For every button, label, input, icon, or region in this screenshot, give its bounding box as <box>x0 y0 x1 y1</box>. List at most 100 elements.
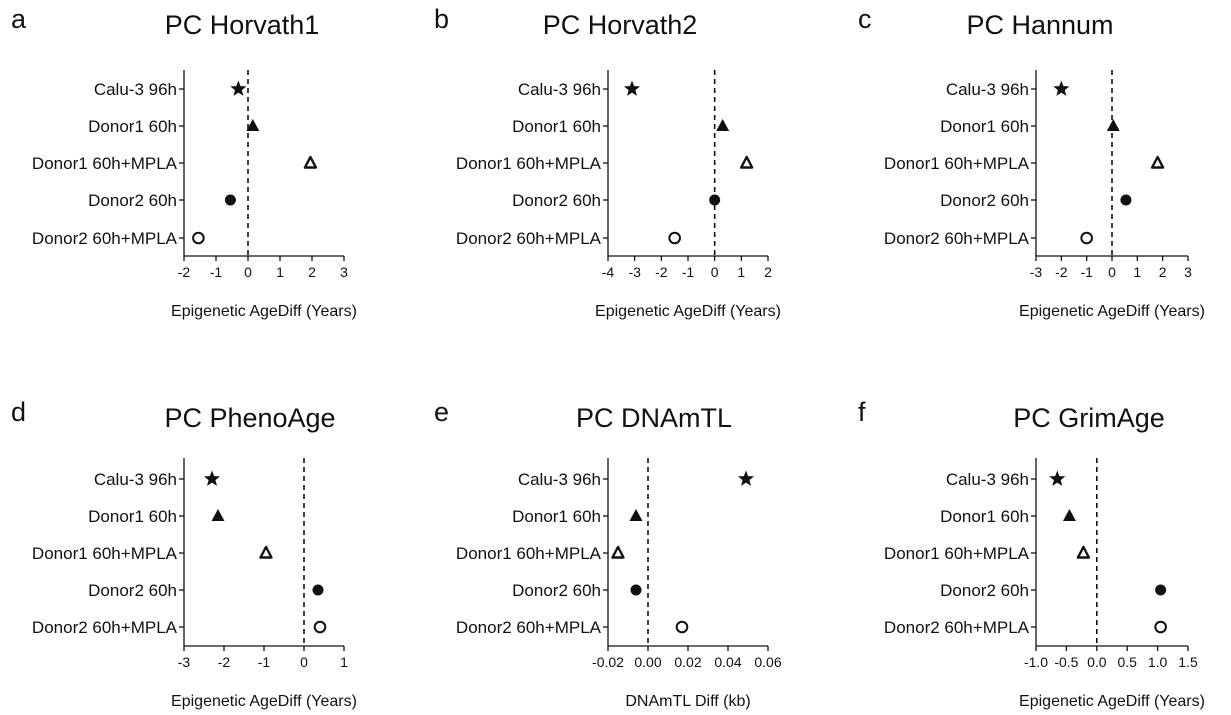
panel-d: d PC PhenoAge Calu-3 96h Donor1 60h Donor1 6… <box>11 397 357 710</box>
category-label: Donor2 60h+MPLA <box>32 229 178 248</box>
category-label: Donor2 60h <box>940 191 1029 210</box>
category-label: Donor1 60h <box>512 117 601 136</box>
panel-title: PC DNAmTL <box>576 403 732 433</box>
open-triangle-marker <box>611 545 625 559</box>
filled-triangle-marker <box>1062 509 1076 521</box>
x-tick-label: 1.5 <box>1178 654 1198 670</box>
category-label: Donor1 60h+MPLA <box>456 544 602 563</box>
x-axis-label: Epigenetic AgeDiff (Years) <box>1019 693 1205 710</box>
category-label: Donor2 60h <box>88 191 177 210</box>
panel-letter: c <box>858 4 872 34</box>
category-label: Donor1 60h <box>940 507 1029 526</box>
category-label: Calu-3 96h <box>94 470 177 489</box>
category-label: Calu-3 96h <box>518 80 601 99</box>
open-triangle-marker <box>1150 155 1165 169</box>
category-label: Donor2 60h+MPLA <box>884 618 1030 637</box>
category-label: Donor2 60h+MPLA <box>32 618 178 637</box>
category-label: Donor1 60h+MPLA <box>32 544 178 563</box>
panel-title: PC Horvath1 <box>165 10 320 40</box>
x-tick-label: -3 <box>1030 264 1043 280</box>
panel-letter: f <box>858 397 866 427</box>
category-label: Calu-3 96h <box>518 470 601 489</box>
x-tick-label: 2 <box>1159 264 1167 280</box>
x-tick-label: 0.5 <box>1117 654 1137 670</box>
panel-title: PC PhenoAge <box>164 403 335 433</box>
x-axis-label: DNAmTL Diff (kb) <box>625 693 750 710</box>
filled-triangle-marker <box>211 509 225 521</box>
filled-triangle-marker <box>716 119 730 131</box>
panel-title: PC Horvath2 <box>543 10 698 40</box>
filled-circle-marker <box>1120 194 1132 206</box>
x-tick-label: -0.5 <box>1054 654 1078 670</box>
open-triangle-marker <box>303 155 318 169</box>
panel-a: a PC Horvath1 Calu-3 96h Donor1 60h Donor1 6… <box>11 4 357 320</box>
star-marker <box>623 80 641 96</box>
open-triangle-marker <box>259 545 273 559</box>
x-axis-label: Epigenetic AgeDiff (Years) <box>1019 303 1205 320</box>
open-circle-marker <box>668 231 681 245</box>
x-axis-label: Epigenetic AgeDiff (Years) <box>595 303 781 320</box>
x-tick-label: 1 <box>340 654 348 670</box>
x-tick-label: -1.0 <box>1024 654 1048 670</box>
x-tick-label: 3 <box>340 264 348 280</box>
x-tick-label: 1.0 <box>1148 654 1168 670</box>
category-label: Donor1 60h+MPLA <box>456 154 602 173</box>
panel-f: f PC GrimAge Calu-3 96h Donor1 60h Donor1 60… <box>858 397 1205 710</box>
filled-circle-marker <box>1155 584 1167 596</box>
filled-triangle-marker <box>1106 119 1120 131</box>
open-triangle-marker <box>1076 545 1091 559</box>
panel-c: c PC Hannum Calu-3 96h Donor1 60h Donor1 60h… <box>858 4 1205 320</box>
star-marker <box>230 80 247 96</box>
star-marker <box>1053 80 1070 96</box>
category-label: Donor1 60h <box>88 117 177 136</box>
category-label: Donor2 60h <box>940 581 1029 600</box>
x-tick-label: -2 <box>218 654 231 670</box>
x-tick-label: 0.06 <box>754 654 781 670</box>
category-label: Calu-3 96h <box>94 80 177 99</box>
panel-e: e PC DNAmTL Calu-3 96h Donor1 60h Donor1 60h… <box>434 397 782 710</box>
filled-circle-marker <box>312 584 324 596</box>
category-label: Donor2 60h <box>512 581 601 600</box>
open-circle-marker <box>1154 620 1167 634</box>
category-label: Donor1 60h <box>512 507 601 526</box>
x-tick-label: -1 <box>682 264 695 280</box>
open-circle-marker <box>313 620 327 634</box>
category-label: Calu-3 96h <box>946 470 1029 489</box>
category-label: Donor1 60h <box>940 117 1029 136</box>
panel-b: b PC Horvath2 Calu-3 96h Donor1 60h Donor1 6… <box>434 4 781 320</box>
category-label: Donor2 60h <box>512 191 601 210</box>
category-label: Donor1 60h+MPLA <box>884 154 1030 173</box>
x-tick-label: 1 <box>1133 264 1141 280</box>
panel-title: PC Hannum <box>966 10 1113 40</box>
filled-circle-marker <box>630 584 642 596</box>
category-label: Donor1 60h <box>88 507 177 526</box>
x-tick-label: -1 <box>1080 264 1093 280</box>
panel-letter: b <box>434 4 449 34</box>
star-marker <box>1049 470 1066 486</box>
panel-letter: a <box>11 4 27 34</box>
x-tick-label: -3 <box>178 654 191 670</box>
filled-triangle-marker <box>629 509 643 521</box>
x-tick-label: -1 <box>258 654 271 670</box>
x-tick-label: -1 <box>210 264 223 280</box>
category-label: Calu-3 96h <box>946 80 1029 99</box>
open-circle-marker <box>192 231 205 245</box>
x-axis-label: Epigenetic AgeDiff (Years) <box>171 693 357 710</box>
x-tick-label: 2 <box>764 264 772 280</box>
panel-letter: e <box>434 397 449 427</box>
x-axis-label: Epigenetic AgeDiff (Years) <box>171 303 357 320</box>
x-tick-label: -2 <box>178 264 191 280</box>
x-tick-label: 0.04 <box>714 654 741 670</box>
panel-title: PC GrimAge <box>1013 403 1165 433</box>
category-label: Donor1 60h+MPLA <box>884 544 1030 563</box>
filled-circle-marker <box>709 194 721 206</box>
x-tick-label: 0.0 <box>1087 654 1107 670</box>
filled-circle-marker <box>224 194 236 206</box>
x-tick-label: 0 <box>244 264 252 280</box>
x-tick-label: 2 <box>308 264 316 280</box>
x-tick-label: -2 <box>1055 264 1068 280</box>
category-label: Donor2 60h <box>88 581 177 600</box>
x-tick-label: 0.00 <box>634 654 661 670</box>
x-tick-label: -4 <box>602 264 615 280</box>
